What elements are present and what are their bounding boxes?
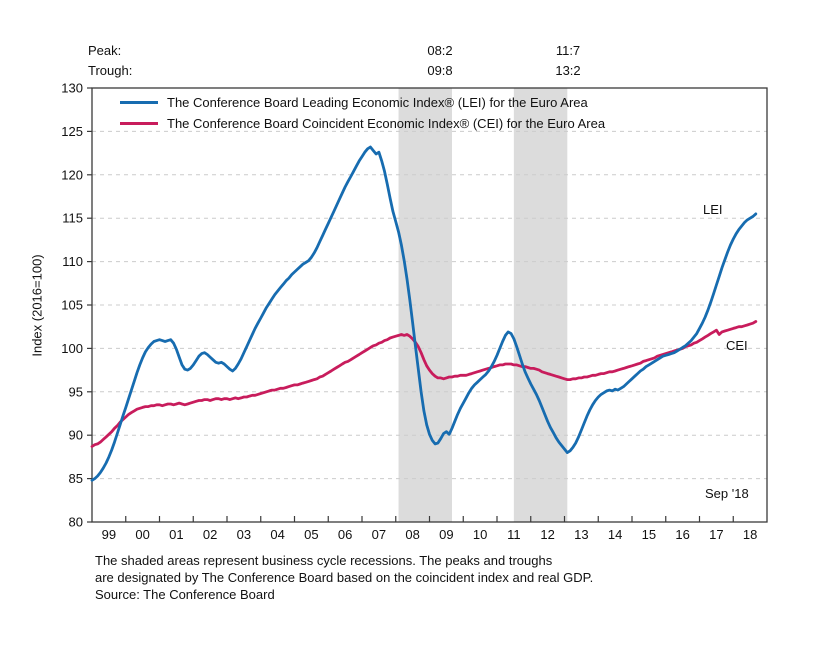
x-tick-label: 14 bbox=[608, 527, 622, 542]
x-tick-label: 18 bbox=[743, 527, 757, 542]
x-tick-label: 99 bbox=[102, 527, 116, 542]
x-tick-label: 05 bbox=[304, 527, 318, 542]
cei-series-annotation: CEI bbox=[726, 338, 748, 353]
x-tick-label: 02 bbox=[203, 527, 217, 542]
x-tick-label: 12 bbox=[540, 527, 554, 542]
y-tick-label: 125 bbox=[61, 124, 83, 139]
x-tick-label: 06 bbox=[338, 527, 352, 542]
y-tick-label: 115 bbox=[62, 211, 83, 226]
lei-series-annotation: LEI bbox=[703, 202, 723, 217]
x-tick-label: 16 bbox=[675, 527, 689, 542]
x-tick-label: 09 bbox=[439, 527, 453, 542]
recession1-peak-date: 08:2 bbox=[427, 43, 453, 58]
footnote-line-2: are designated by The Conference Board b… bbox=[95, 570, 594, 585]
legend-item-cei: The Conference Board Coincident Economic… bbox=[120, 115, 605, 131]
y-tick-label: 80 bbox=[69, 515, 83, 530]
y-tick-label: 110 bbox=[62, 254, 83, 269]
y-tick-label: 95 bbox=[69, 384, 83, 399]
last-data-point-date: Sep '18 bbox=[705, 486, 749, 501]
peak-label: Peak: bbox=[88, 43, 122, 58]
x-tick-label: 08 bbox=[405, 527, 419, 542]
x-tick-label: 17 bbox=[709, 527, 723, 542]
lei-line bbox=[90, 145, 758, 482]
x-tick-label: 03 bbox=[237, 527, 251, 542]
x-tick-label: 15 bbox=[642, 527, 656, 542]
lei-legend-label: The Conference Board Leading Economic In… bbox=[167, 94, 588, 110]
x-tick-label: 04 bbox=[270, 527, 284, 542]
y-tick-label: 85 bbox=[69, 471, 83, 486]
recession2-trough-date: 13:2 bbox=[555, 63, 581, 78]
x-tick-label: 01 bbox=[169, 527, 183, 542]
cei-legend-label: The Conference Board Coincident Economic… bbox=[167, 115, 606, 131]
footnote-line-3: Source: The Conference Board bbox=[95, 587, 275, 602]
legend-item-lei: The Conference Board Leading Economic In… bbox=[120, 94, 588, 110]
y-tick-label: 120 bbox=[61, 167, 83, 182]
x-tick-label: 07 bbox=[372, 527, 386, 542]
x-tick-label: 13 bbox=[574, 527, 588, 542]
chart-footnote: The shaded areas represent business cycl… bbox=[95, 552, 593, 603]
y-tick-label: 105 bbox=[61, 298, 83, 313]
footnote-line-1: The shaded areas represent business cycl… bbox=[95, 553, 553, 568]
cei-line bbox=[90, 320, 758, 448]
y-tick-label: 90 bbox=[69, 428, 83, 443]
lei-line-swatch bbox=[120, 100, 158, 104]
x-tick-label: 10 bbox=[473, 527, 487, 542]
x-tick-label: 11 bbox=[507, 527, 521, 542]
y-tick-label: 130 bbox=[61, 81, 83, 96]
x-tick-label: 00 bbox=[135, 527, 149, 542]
cei-line-swatch bbox=[120, 121, 158, 125]
recession2-peak-date: 11:7 bbox=[555, 43, 581, 58]
y-tick-label: 100 bbox=[61, 341, 83, 356]
recession1-trough-date: 09:8 bbox=[427, 63, 453, 78]
trough-label: Trough: bbox=[88, 63, 133, 78]
